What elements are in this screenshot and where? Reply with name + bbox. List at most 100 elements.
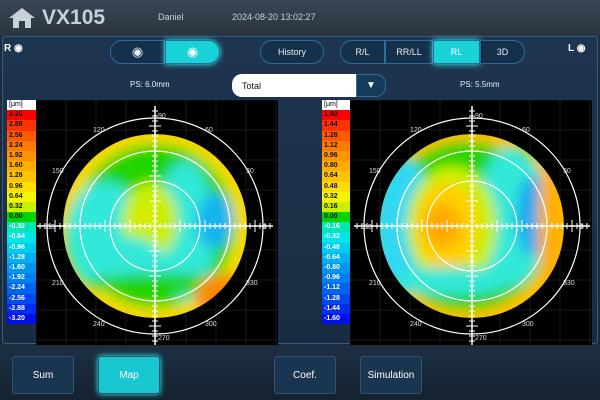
scale-entry: -0.96	[322, 273, 351, 284]
angle-label: 210	[369, 280, 381, 287]
angle-label: 270	[475, 335, 487, 342]
scale-entry: 0.64	[322, 171, 351, 182]
angle-label: 90	[475, 113, 483, 120]
left-ps: PS: 6.0mm	[130, 80, 170, 89]
angle-label: 120	[410, 127, 422, 134]
scale-entry: -0.96	[7, 242, 36, 253]
scale-entry: -0.32	[322, 232, 351, 243]
scale-entry: 0.16	[322, 201, 351, 213]
scale-entry: -1.12	[322, 283, 351, 294]
angle-label: 240	[410, 321, 422, 328]
angle-label: 330	[563, 280, 575, 287]
scale-entry: -2.56	[7, 293, 36, 304]
sum-button[interactable]: Sum	[12, 356, 74, 394]
scale-entry: 2.24	[7, 140, 36, 151]
scale-entry: -3.20	[7, 313, 36, 325]
angle-label: 150	[369, 168, 381, 175]
scale-entry: 0.48	[322, 181, 351, 192]
datetime: 2024-08-20 13:02:27	[232, 12, 316, 22]
angle-label: 180	[43, 224, 55, 231]
angle-label: 0	[263, 224, 267, 231]
scale-entry: 1.28	[322, 130, 351, 141]
scale-entry: 0.64	[7, 191, 36, 202]
contour-region	[137, 210, 149, 222]
eye-icon: ◉	[131, 44, 144, 59]
contour-region	[392, 267, 512, 295]
scale-entry: 2.88	[7, 120, 36, 131]
home-icon[interactable]	[8, 7, 36, 29]
unit-label: [μm]	[7, 100, 36, 111]
chevron-down-icon[interactable]: ▼	[356, 74, 386, 97]
coef-button[interactable]: Coef.	[274, 356, 336, 394]
scale-entry: 0.00	[322, 212, 351, 223]
scale-entry: 0.96	[7, 181, 36, 192]
scale-entry: 1.60	[322, 110, 351, 121]
angle-label: 240	[93, 321, 105, 328]
contour-region	[197, 193, 233, 249]
history-button[interactable]: History	[260, 40, 324, 64]
view-rl-button[interactable]: RL	[433, 40, 480, 64]
angle-label: 60	[205, 127, 213, 134]
wavefront-surface	[63, 134, 247, 318]
scale-entry: -0.64	[7, 232, 36, 243]
scale-entry: -0.32	[7, 222, 36, 233]
angle-label: 150	[52, 168, 64, 175]
scale-entry: 2.56	[7, 130, 36, 141]
scale-entry: -1.60	[322, 313, 351, 325]
scale-entry: -1.60	[7, 263, 36, 274]
eye-view-active-button[interactable]: ◉	[165, 40, 220, 64]
view-3d-button[interactable]: 3D	[480, 40, 525, 64]
eye-icon: ◉	[186, 44, 199, 59]
scale-entry: -0.48	[322, 242, 351, 253]
bottom-bar: Sum Map Coef. Simulation	[0, 346, 600, 400]
scale-entry: 1.44	[322, 120, 351, 131]
eye-icon: ◉	[576, 43, 586, 54]
scale-entry: -0.64	[322, 252, 351, 263]
angle-label: 270	[158, 335, 170, 342]
simulation-button[interactable]: Simulation	[360, 356, 422, 394]
scale-entry: 0.32	[322, 191, 351, 202]
scale-entry: 1.60	[7, 161, 36, 172]
scale-entry: 1.12	[322, 140, 351, 151]
view-rrll-button[interactable]: RR/LL	[385, 40, 433, 64]
scale-entry: -1.28	[322, 293, 351, 304]
angle-label: 30	[246, 168, 254, 175]
angle-label: 0	[580, 224, 584, 231]
scale-entry: 1.28	[7, 171, 36, 182]
scale-entry: -1.28	[7, 252, 36, 263]
map-type-select[interactable]: Total	[232, 74, 356, 97]
angle-label: 300	[522, 321, 534, 328]
angle-label: 90	[158, 113, 166, 120]
header: VX105 Daniel 2024-08-20 13:02:27	[0, 0, 600, 36]
scale-entry: -2.88	[7, 303, 36, 314]
scale-entry: -2.24	[7, 283, 36, 294]
angle-label: 120	[93, 127, 105, 134]
scale-entry: 0.00	[7, 212, 36, 223]
scale-entry: 3.20	[7, 110, 36, 121]
scale-entry: 0.80	[322, 161, 351, 172]
eye-icon: ◉	[14, 43, 23, 54]
scale-entry: 0.96	[322, 150, 351, 162]
angle-label: 210	[52, 280, 64, 287]
angle-label: 300	[205, 321, 217, 328]
scale-entry: 0.32	[7, 201, 36, 213]
left-wavefront-map: 0 30 60 90 120 150 180 210 240 270 300 330	[35, 99, 278, 346]
scale-entry: -0.16	[322, 222, 351, 233]
right-wavefront-map: 0 30 60 90 120 150 180 210 240 270 300 330	[349, 99, 592, 346]
scale-entry: -0.80	[322, 263, 351, 274]
unit-label: [μm]	[322, 100, 351, 111]
scale-entry: -1.92	[7, 273, 36, 284]
scale-entry: -1.44	[322, 303, 351, 314]
view-rl-split-button[interactable]: R/L	[340, 40, 385, 64]
right-eye-label: R ◉	[4, 43, 23, 54]
scale-entry: 1.92	[7, 150, 36, 162]
map-button[interactable]: Map	[98, 356, 160, 394]
angle-label: 180	[360, 224, 372, 231]
angle-label: 30	[563, 168, 571, 175]
right-ps: PS: 5.5mm	[460, 80, 500, 89]
left-color-scale: [μm] 3.20 2.88 2.56 2.24 1.92 1.60 1.28 0.96 0.64…	[7, 100, 36, 325]
angle-label: 60	[522, 127, 530, 134]
eye-view-button[interactable]: ◉	[110, 40, 165, 64]
app-title: VX105	[42, 6, 106, 29]
left-eye-label: L ◉	[568, 43, 586, 54]
